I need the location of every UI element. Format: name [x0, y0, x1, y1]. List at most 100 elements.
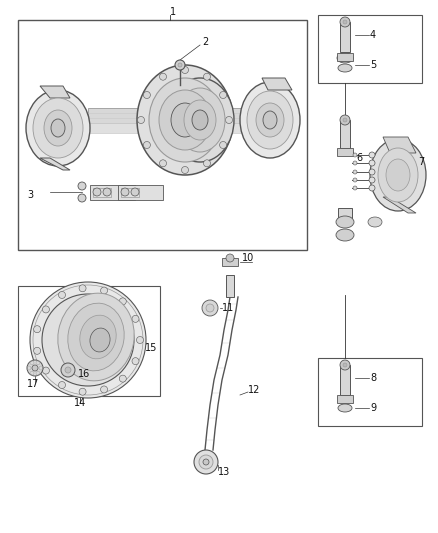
Bar [220, 123, 278, 133]
Bar [222, 258, 238, 266]
Ellipse shape [370, 139, 426, 211]
Ellipse shape [58, 293, 134, 381]
Circle shape [121, 188, 129, 196]
Polygon shape [383, 137, 416, 153]
Text: 13: 13 [218, 467, 230, 477]
Ellipse shape [90, 328, 110, 352]
Polygon shape [383, 197, 416, 213]
Circle shape [138, 117, 145, 124]
Ellipse shape [337, 53, 353, 63]
Bar [318, 15, 422, 83]
Circle shape [101, 386, 108, 393]
Circle shape [340, 360, 350, 370]
Polygon shape [40, 86, 70, 98]
Circle shape [65, 367, 71, 373]
Circle shape [119, 298, 126, 305]
Circle shape [343, 20, 347, 24]
Ellipse shape [26, 90, 90, 166]
Bar [220, 108, 278, 123]
Bar [93, 188, 111, 197]
Ellipse shape [256, 103, 284, 137]
Circle shape [30, 282, 146, 398]
Ellipse shape [68, 303, 124, 371]
Ellipse shape [80, 315, 116, 359]
Circle shape [194, 450, 218, 474]
Circle shape [137, 336, 144, 343]
Circle shape [226, 117, 233, 124]
Bar [340, 365, 350, 395]
Ellipse shape [240, 82, 300, 158]
Bar [88, 108, 168, 123]
Circle shape [79, 388, 86, 395]
Circle shape [119, 375, 126, 382]
Ellipse shape [159, 90, 211, 150]
Polygon shape [40, 158, 70, 170]
Circle shape [32, 365, 38, 371]
Circle shape [103, 188, 111, 196]
Circle shape [353, 178, 357, 182]
Circle shape [78, 182, 86, 190]
Circle shape [204, 160, 211, 167]
Bar [226, 275, 234, 297]
Text: 2: 2 [202, 37, 208, 47]
Ellipse shape [336, 229, 354, 241]
Text: 4: 4 [370, 30, 376, 40]
Circle shape [143, 92, 150, 99]
Circle shape [101, 287, 108, 294]
Bar [90, 185, 135, 200]
Text: 14: 14 [74, 398, 86, 408]
Text: 16: 16 [78, 369, 90, 379]
Circle shape [369, 177, 375, 183]
Circle shape [42, 306, 49, 313]
Ellipse shape [175, 88, 225, 152]
Bar [121, 188, 139, 197]
Text: 15: 15 [145, 343, 157, 353]
Ellipse shape [378, 148, 418, 202]
Bar [338, 208, 352, 218]
Ellipse shape [336, 216, 354, 228]
Bar [318, 358, 422, 426]
Circle shape [219, 92, 226, 99]
Ellipse shape [192, 110, 208, 130]
Ellipse shape [263, 111, 277, 129]
Circle shape [353, 153, 357, 157]
Ellipse shape [184, 100, 216, 140]
Bar [340, 120, 350, 148]
Text: 7: 7 [418, 157, 424, 167]
Circle shape [181, 166, 188, 174]
Circle shape [353, 170, 357, 174]
Circle shape [34, 348, 41, 354]
Ellipse shape [247, 91, 293, 149]
Bar [337, 395, 353, 403]
Circle shape [219, 141, 226, 149]
Text: 12: 12 [248, 385, 260, 395]
Circle shape [59, 292, 66, 298]
Circle shape [59, 382, 66, 389]
Circle shape [369, 185, 375, 191]
Text: 10: 10 [242, 253, 254, 263]
Text: 1: 1 [170, 7, 176, 17]
Circle shape [199, 455, 213, 469]
Circle shape [340, 115, 350, 125]
Circle shape [159, 73, 166, 80]
Bar [337, 53, 353, 61]
Ellipse shape [171, 103, 199, 137]
Circle shape [78, 194, 86, 202]
Text: 9: 9 [370, 403, 376, 413]
Bar [118, 185, 163, 200]
Text: 3: 3 [27, 190, 33, 200]
Text: 5: 5 [370, 60, 376, 70]
Circle shape [143, 141, 150, 149]
Circle shape [353, 161, 357, 165]
Ellipse shape [149, 78, 221, 162]
Circle shape [369, 152, 375, 158]
Bar [18, 20, 307, 250]
Ellipse shape [33, 98, 83, 158]
Circle shape [369, 160, 375, 166]
Circle shape [131, 188, 139, 196]
Circle shape [204, 73, 211, 80]
Ellipse shape [368, 217, 382, 227]
Ellipse shape [44, 110, 72, 146]
Circle shape [369, 169, 375, 175]
Text: 6: 6 [356, 153, 362, 163]
